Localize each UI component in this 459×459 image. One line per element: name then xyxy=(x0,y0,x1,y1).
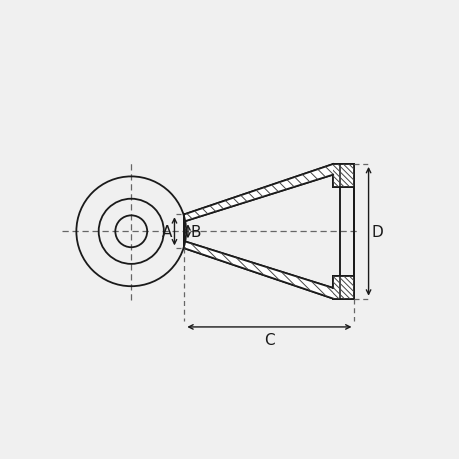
Text: B: B xyxy=(190,224,201,239)
Polygon shape xyxy=(332,165,353,188)
Text: A: A xyxy=(161,224,172,239)
Polygon shape xyxy=(184,165,332,222)
Text: D: D xyxy=(371,224,382,239)
Polygon shape xyxy=(184,242,332,299)
Text: C: C xyxy=(263,332,274,347)
Polygon shape xyxy=(332,276,353,299)
